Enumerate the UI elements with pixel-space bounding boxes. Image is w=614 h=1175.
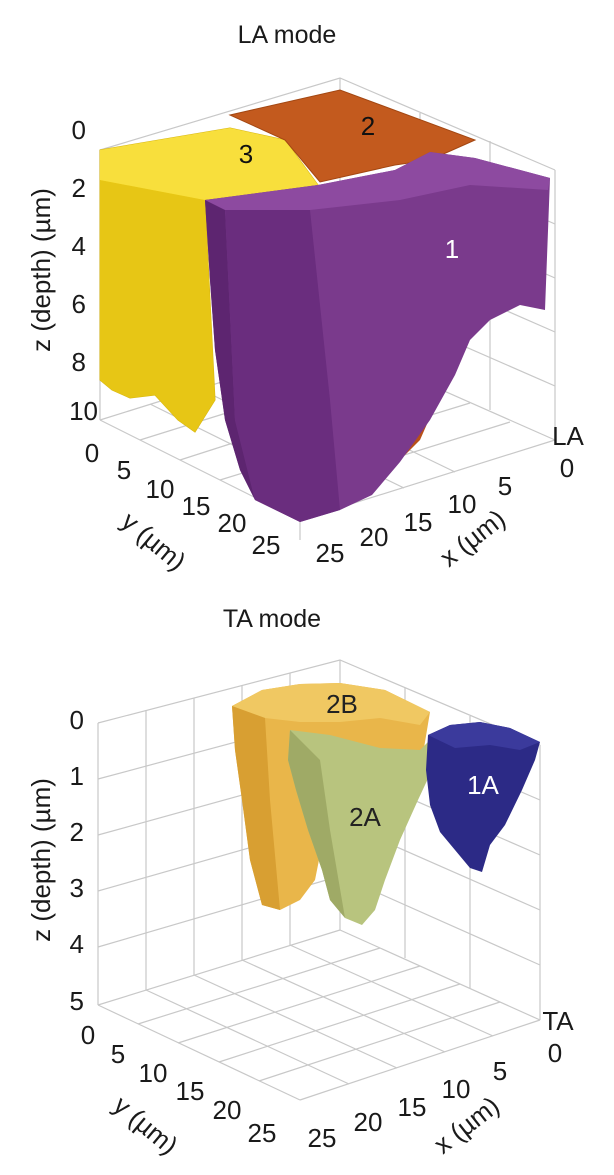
- z-tick: 6: [72, 289, 86, 319]
- z-tick: 8: [72, 347, 86, 377]
- x-tick: 0: [548, 1038, 562, 1068]
- panel-title-ta: TA mode: [223, 605, 321, 633]
- y-ticks-la: 0 5 10 15 20 25: [85, 438, 281, 560]
- z-tick: 0: [72, 115, 86, 145]
- x-tick: 15: [404, 507, 433, 537]
- y-tick: 15: [176, 1076, 205, 1106]
- x-ticks-la: 25 20 15 10 5 0: [316, 453, 575, 568]
- y-tick: 5: [111, 1039, 125, 1069]
- x-tick: 20: [354, 1107, 383, 1137]
- y-axis-label-ta: y (µm): [108, 1090, 184, 1161]
- z-tick: 3: [70, 873, 84, 903]
- x-tick: 10: [442, 1074, 471, 1104]
- corner-label-la: LA: [552, 421, 584, 451]
- corner-label-ta: TA: [542, 1006, 574, 1036]
- panel-title-la: LA mode: [238, 21, 337, 49]
- panel-ta: TA mode: [26, 605, 574, 1160]
- y-tick: 0: [85, 438, 99, 468]
- grain-label-2A: 2A: [349, 802, 381, 832]
- z-tick: 2: [72, 173, 86, 203]
- x-ticks-ta: 25 20 15 10 5 0: [308, 1038, 563, 1153]
- z-tick: 1: [70, 761, 84, 791]
- grain-3: 3: [99, 127, 319, 433]
- x-tick: 25: [308, 1123, 337, 1153]
- x-tick: 20: [360, 522, 389, 552]
- grain-1: 1: [205, 152, 550, 522]
- z-tick: 2: [70, 817, 84, 847]
- grain-label-2B: 2B: [326, 689, 358, 719]
- z-ticks-ta: 0 1 2 3 4 5: [70, 705, 84, 1016]
- y-tick: 15: [182, 491, 211, 521]
- grain-1A: 1A: [426, 722, 540, 872]
- y-ticks-ta: 0 5 10 15 20 25: [81, 1020, 277, 1148]
- x-tick: 10: [448, 489, 477, 519]
- z-tick: 0: [70, 705, 84, 735]
- y-tick: 20: [213, 1095, 242, 1125]
- grain-label-2: 2: [361, 111, 375, 141]
- z-axis-label-ta: z (depth) (µm): [26, 778, 56, 942]
- y-tick: 25: [248, 1118, 277, 1148]
- panel-la: LA mode: [26, 21, 585, 576]
- z-tick: 4: [72, 231, 86, 261]
- z-axis-label-la: z (depth) (µm): [26, 188, 56, 352]
- x-tick: 5: [498, 471, 512, 501]
- y-tick: 5: [117, 455, 131, 485]
- z-tick: 5: [70, 986, 84, 1016]
- x-tick: 15: [398, 1092, 427, 1122]
- y-axis-label-la: y (µm): [116, 506, 192, 577]
- y-tick: 20: [218, 508, 247, 538]
- z-tick: 4: [70, 929, 84, 959]
- y-tick: 10: [139, 1058, 168, 1088]
- x-tick: 0: [560, 453, 574, 483]
- z-ticks-la: 0 2 4 6 8 10: [69, 115, 98, 426]
- y-tick: 10: [146, 474, 175, 504]
- grain-label-1: 1: [445, 234, 459, 264]
- grain-label-3: 3: [239, 139, 253, 169]
- y-tick: 0: [81, 1020, 95, 1050]
- x-tick: 5: [493, 1056, 507, 1086]
- grain-label-1A: 1A: [467, 770, 499, 800]
- z-tick: 10: [69, 396, 98, 426]
- grain-2A: 2A: [288, 730, 432, 925]
- x-tick: 25: [316, 538, 345, 568]
- y-tick: 25: [252, 530, 281, 560]
